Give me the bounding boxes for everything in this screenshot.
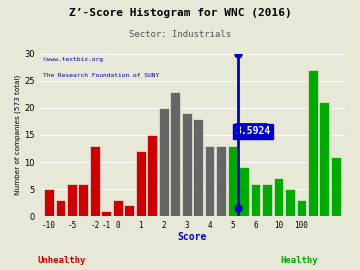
Bar [285, 189, 295, 216]
Text: Healthy: Healthy [280, 256, 318, 265]
Bar [331, 157, 341, 216]
Bar [113, 200, 123, 216]
Bar [67, 184, 77, 216]
Y-axis label: Number of companies (573 total): Number of companies (573 total) [15, 75, 22, 195]
Bar [170, 92, 180, 216]
Bar [55, 200, 65, 216]
Bar [274, 178, 283, 216]
Bar [205, 146, 215, 216]
Bar [147, 135, 157, 216]
Text: 3.5924: 3.5924 [235, 126, 271, 136]
Text: Z’-Score Histogram for WNC (2016): Z’-Score Histogram for WNC (2016) [69, 8, 291, 18]
Bar [44, 189, 54, 216]
Bar [262, 184, 272, 216]
Bar [102, 211, 111, 216]
Bar [125, 205, 134, 216]
Bar [90, 146, 100, 216]
Text: Sector: Industrials: Sector: Industrials [129, 30, 231, 39]
Text: ©www.textbiz.org: ©www.textbiz.org [43, 57, 103, 62]
Bar [297, 200, 306, 216]
Bar [182, 113, 192, 216]
Bar [308, 70, 318, 216]
Text: The Research Foundation of SUNY: The Research Foundation of SUNY [43, 73, 159, 78]
Bar [319, 102, 329, 216]
X-axis label: Score: Score [178, 231, 207, 241]
Bar [136, 151, 146, 216]
Bar [78, 184, 88, 216]
Bar [216, 146, 226, 216]
Bar [239, 167, 249, 216]
Bar [228, 146, 238, 216]
Bar [193, 119, 203, 216]
Bar [159, 108, 168, 216]
Bar [251, 184, 260, 216]
Text: Unhealthy: Unhealthy [37, 256, 85, 265]
